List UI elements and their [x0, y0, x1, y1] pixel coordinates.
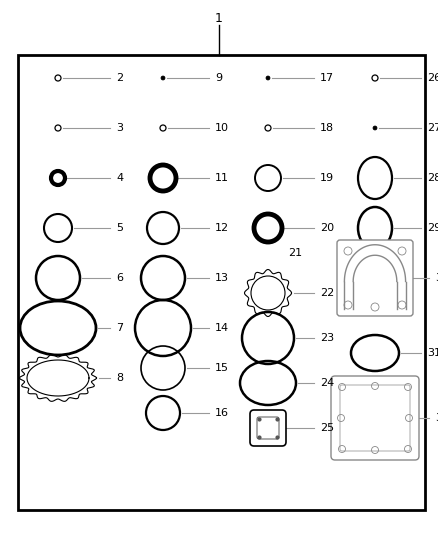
Text: 10: 10	[215, 123, 229, 133]
Text: 13: 13	[215, 273, 229, 283]
Text: 11: 11	[215, 173, 229, 183]
Text: 26: 26	[427, 73, 438, 83]
Text: 20: 20	[320, 223, 334, 233]
Text: 3: 3	[116, 123, 123, 133]
Text: 24: 24	[320, 378, 334, 388]
Text: 28: 28	[427, 173, 438, 183]
Text: 16: 16	[215, 408, 229, 418]
Text: 14: 14	[215, 323, 229, 333]
Text: 15: 15	[215, 363, 229, 373]
FancyBboxPatch shape	[337, 240, 413, 316]
Bar	[18, 55, 425, 510]
Text: 32: 32	[435, 413, 438, 423]
Text: 22: 22	[320, 288, 334, 298]
Text: 21: 21	[288, 248, 302, 258]
Text: 17: 17	[320, 73, 334, 83]
Text: 1: 1	[215, 12, 223, 25]
Circle shape	[373, 126, 377, 130]
Text: 30: 30	[435, 273, 438, 283]
Text: 31: 31	[427, 348, 438, 358]
Text: 25: 25	[320, 423, 334, 433]
FancyBboxPatch shape	[331, 376, 419, 460]
Text: 2: 2	[116, 73, 123, 83]
Text: 27: 27	[427, 123, 438, 133]
Text: 12: 12	[215, 223, 229, 233]
Text: 8: 8	[116, 373, 123, 383]
Text: 4: 4	[116, 173, 123, 183]
Text: 23: 23	[320, 333, 334, 343]
Circle shape	[266, 76, 270, 80]
Text: 19: 19	[320, 173, 334, 183]
Text: 7: 7	[116, 323, 123, 333]
FancyBboxPatch shape	[340, 385, 410, 451]
Text: 29: 29	[427, 223, 438, 233]
FancyBboxPatch shape	[250, 410, 286, 446]
FancyBboxPatch shape	[257, 417, 279, 439]
Text: 18: 18	[320, 123, 334, 133]
Text: 5: 5	[116, 223, 123, 233]
Text: 9: 9	[215, 73, 222, 83]
Text: 6: 6	[116, 273, 123, 283]
Circle shape	[161, 76, 165, 80]
